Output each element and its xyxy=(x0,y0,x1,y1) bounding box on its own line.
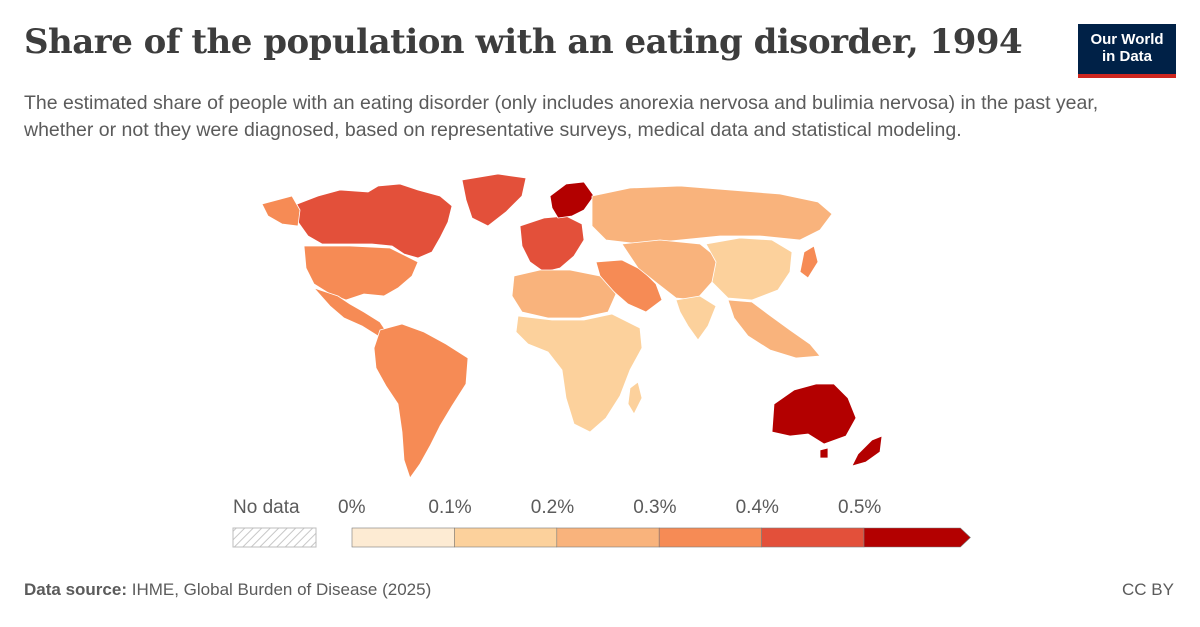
chart-title: Share of the population with an eating d… xyxy=(24,22,1023,62)
region-southeast-asia[interactable] xyxy=(727,299,821,359)
legend-bin-label-2: 0.2% xyxy=(530,497,575,518)
region-australia[interactable] xyxy=(771,383,857,445)
region-canada[interactable] xyxy=(291,183,453,259)
region-china[interactable] xyxy=(705,237,793,301)
region-japan[interactable] xyxy=(799,245,819,279)
legend-bin-label-1: 0.1% xyxy=(428,497,472,518)
region-western-europe[interactable] xyxy=(519,215,585,273)
region-norway[interactable] xyxy=(549,181,595,219)
legend-bin-label-5: 0.5% xyxy=(838,497,882,518)
legend xyxy=(232,527,971,548)
legend-bin-4[interactable] xyxy=(761,527,865,548)
region-tasmania[interactable] xyxy=(819,447,829,459)
legend-no-data-swatch xyxy=(232,527,317,548)
region-india[interactable] xyxy=(675,295,717,341)
data-source-label: Data source: xyxy=(24,580,127,599)
region-central-asia[interactable] xyxy=(621,239,721,301)
logo-line-1: Our World xyxy=(1090,31,1164,48)
license-link[interactable]: CC BY xyxy=(1122,580,1174,599)
legend-no-data-label: No data xyxy=(233,497,300,518)
region-usa[interactable] xyxy=(303,245,419,301)
region-south-america[interactable] xyxy=(373,323,469,479)
legend-bin-label-0: 0% xyxy=(338,497,366,518)
region-north-africa[interactable] xyxy=(511,269,617,319)
region-sub-saharan-africa[interactable] xyxy=(515,313,643,433)
region-russia[interactable] xyxy=(591,185,833,245)
region-new-zealand[interactable] xyxy=(851,435,883,467)
legend-bin-2[interactable] xyxy=(556,527,660,548)
legend-bin-1[interactable] xyxy=(454,527,558,548)
region-greenland[interactable] xyxy=(461,173,527,227)
logo-line-2: in Data xyxy=(1101,48,1152,65)
owid-logo[interactable]: Our World in Data xyxy=(1078,24,1176,78)
legend-bin-5[interactable] xyxy=(863,527,971,548)
legend-bin-3[interactable] xyxy=(658,527,762,548)
legend-bin-label-3: 0.3% xyxy=(633,497,677,518)
data-source-text[interactable]: IHME, Global Burden of Disease (2025) xyxy=(131,580,432,599)
region-madagascar[interactable] xyxy=(627,381,643,415)
region-alaska[interactable] xyxy=(261,195,301,227)
legend-bin-0[interactable] xyxy=(351,527,455,548)
legend-bin-label-4: 0.4% xyxy=(735,497,779,518)
data-source: Data source: IHME, Global Burden of Dise… xyxy=(24,580,431,600)
chart-subtitle: The estimated share of people with an ea… xyxy=(24,92,1099,141)
